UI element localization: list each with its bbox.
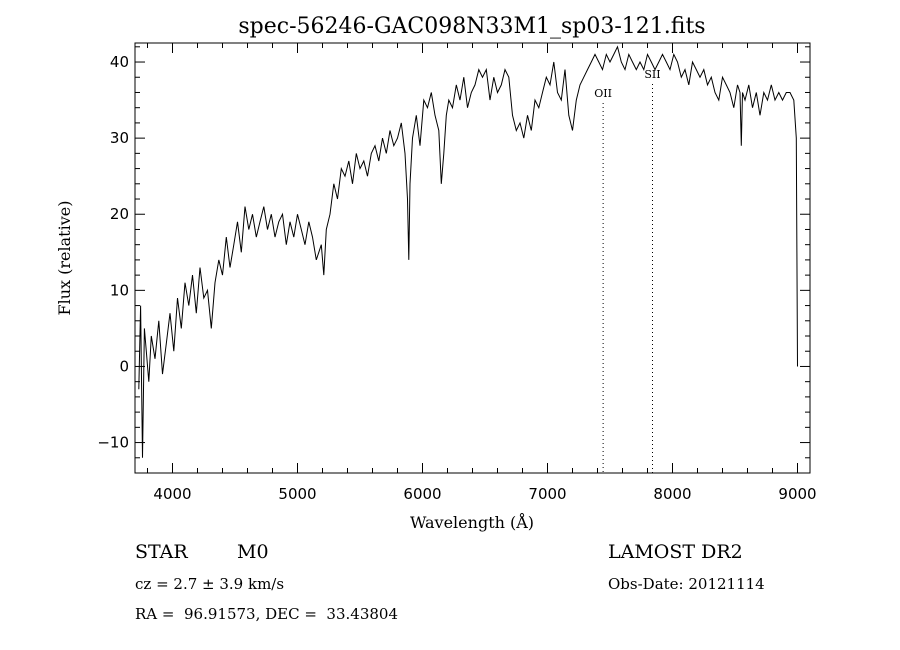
- line-marker-label: OII: [594, 87, 612, 100]
- x-tick-label: 6000: [403, 485, 441, 503]
- y-tick-label: 0: [119, 357, 129, 375]
- x-tick-label: 7000: [528, 485, 566, 503]
- chart-title: spec-56246-GAC098N33M1_sp03-121.fits: [238, 14, 705, 39]
- observation-date: Obs-Date: 20121114: [608, 575, 765, 593]
- x-tick-label: 9000: [778, 485, 816, 503]
- x-tick-label: 5000: [278, 485, 316, 503]
- subclass-label: M0: [237, 541, 269, 563]
- object-class-label: STAR: [135, 541, 188, 563]
- coordinates: RA = 96.91573, DEC = 33.43804: [135, 605, 399, 623]
- y-tick-label: 20: [110, 205, 129, 223]
- y-tick-label: 30: [110, 129, 129, 147]
- x-axis: 4000 5000 6000 7000 8000 9000: [147, 43, 817, 503]
- survey-label: LAMOST DR2: [608, 541, 743, 563]
- line-annotations: OII SII: [594, 68, 661, 473]
- line-marker-label: SII: [644, 68, 660, 81]
- x-tick-label: 8000: [653, 485, 691, 503]
- y-tick-label: 40: [110, 53, 129, 71]
- y-axis: −10 0 10 20 30 40: [97, 46, 810, 459]
- plot-frame: [134, 42, 811, 474]
- spectrum-line: [138, 45, 798, 458]
- y-tick-label: −10: [97, 434, 129, 452]
- x-axis-label: Wavelength (Å): [410, 512, 534, 532]
- x-tick-label: 4000: [153, 485, 191, 503]
- y-axis-label: Flux (relative): [55, 201, 74, 316]
- y-tick-label: 10: [110, 281, 129, 299]
- redshift-cz: cz = 2.7 ± 3.9 km/s: [135, 575, 285, 593]
